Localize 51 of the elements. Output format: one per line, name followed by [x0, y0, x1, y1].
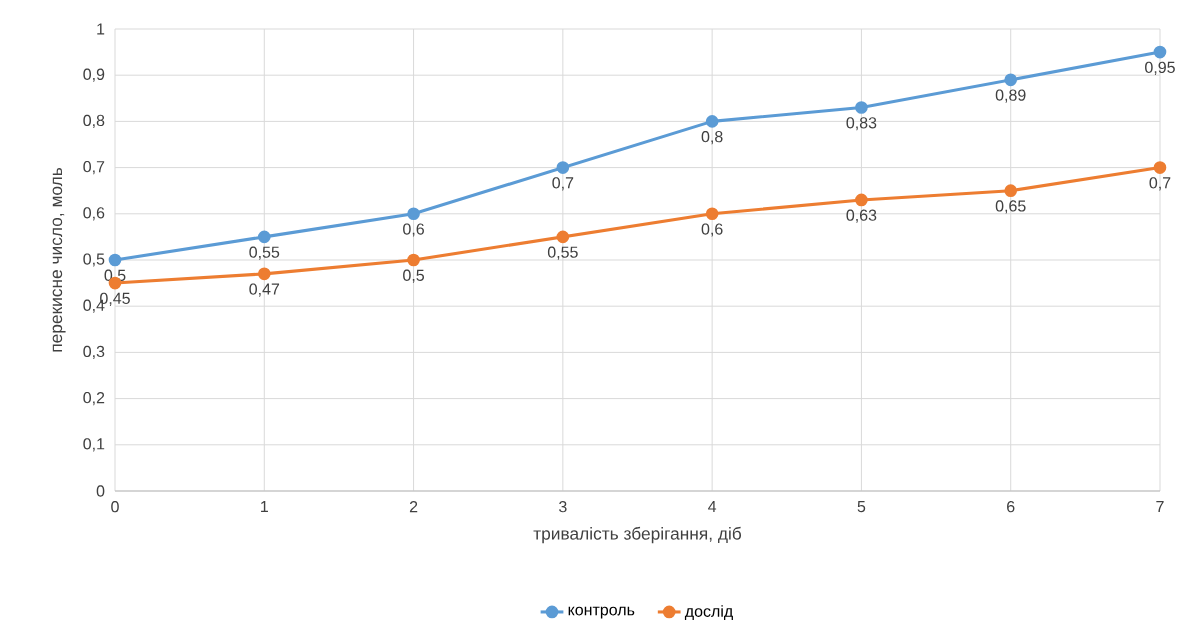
x-tick-label: 2 [409, 501, 418, 513]
data-label: 0,63 [846, 209, 877, 223]
y-tick-label: 0,3 [83, 345, 105, 359]
point [1004, 184, 1018, 198]
point [556, 230, 570, 244]
y-tick-label: 0 [96, 485, 105, 497]
x-axis-title: тривалість зберігання, діб [533, 526, 742, 544]
x-tick-label: 6 [1007, 501, 1015, 513]
y-tick-label: 0,6 [83, 207, 105, 221]
x-tick-label: 1 [261, 501, 268, 513]
point [1153, 161, 1167, 174]
data-label: 0,7 [1149, 177, 1171, 191]
y-tick-label: 0,7 [83, 160, 105, 175]
data-label: 0,5 [403, 269, 425, 283]
data-label: 0,83 [846, 117, 877, 131]
x-tick-label: 0 [111, 501, 119, 513]
point [1153, 45, 1167, 59]
point [108, 253, 122, 267]
y-tick-label: 1 [97, 23, 105, 35]
y-tick-label: 0,8 [83, 114, 105, 128]
data-label: 0,55 [547, 246, 578, 260]
legend-label: дослід [684, 605, 733, 620]
data-label: 0,47 [249, 283, 280, 297]
point [705, 207, 719, 221]
y-tick-label: 0,1 [83, 438, 105, 452]
point [407, 253, 420, 267]
point [556, 161, 570, 174]
point [855, 101, 868, 114]
data-label: 0,95 [1145, 61, 1175, 75]
y-tick-label: 0,5 [83, 253, 105, 267]
x-tick-label: 7 [1156, 501, 1164, 513]
y-axis-title: перекисне число, моль [52, 167, 66, 352]
y-tick-label: 0,9 [83, 68, 105, 82]
data-label: 0,8 [701, 131, 723, 145]
point [257, 267, 271, 281]
x-tick-label: 5 [857, 501, 866, 513]
point [1004, 73, 1018, 87]
x-tick-label: 4 [708, 501, 717, 513]
x-tick-label: 3 [559, 501, 567, 513]
legend-label: контроль [568, 606, 635, 619]
point [257, 230, 271, 244]
point [855, 193, 868, 207]
data-label: 0,55 [249, 246, 280, 260]
data-label: 0,7 [552, 177, 574, 191]
point [705, 115, 719, 128]
data-label: 0,89 [995, 89, 1026, 103]
data-label: 0,65 [995, 200, 1026, 214]
data-label: 0,6 [403, 223, 424, 237]
data-label: 0,6 [701, 223, 723, 237]
y-tick-label: 0,2 [83, 391, 105, 406]
point [407, 207, 420, 221]
